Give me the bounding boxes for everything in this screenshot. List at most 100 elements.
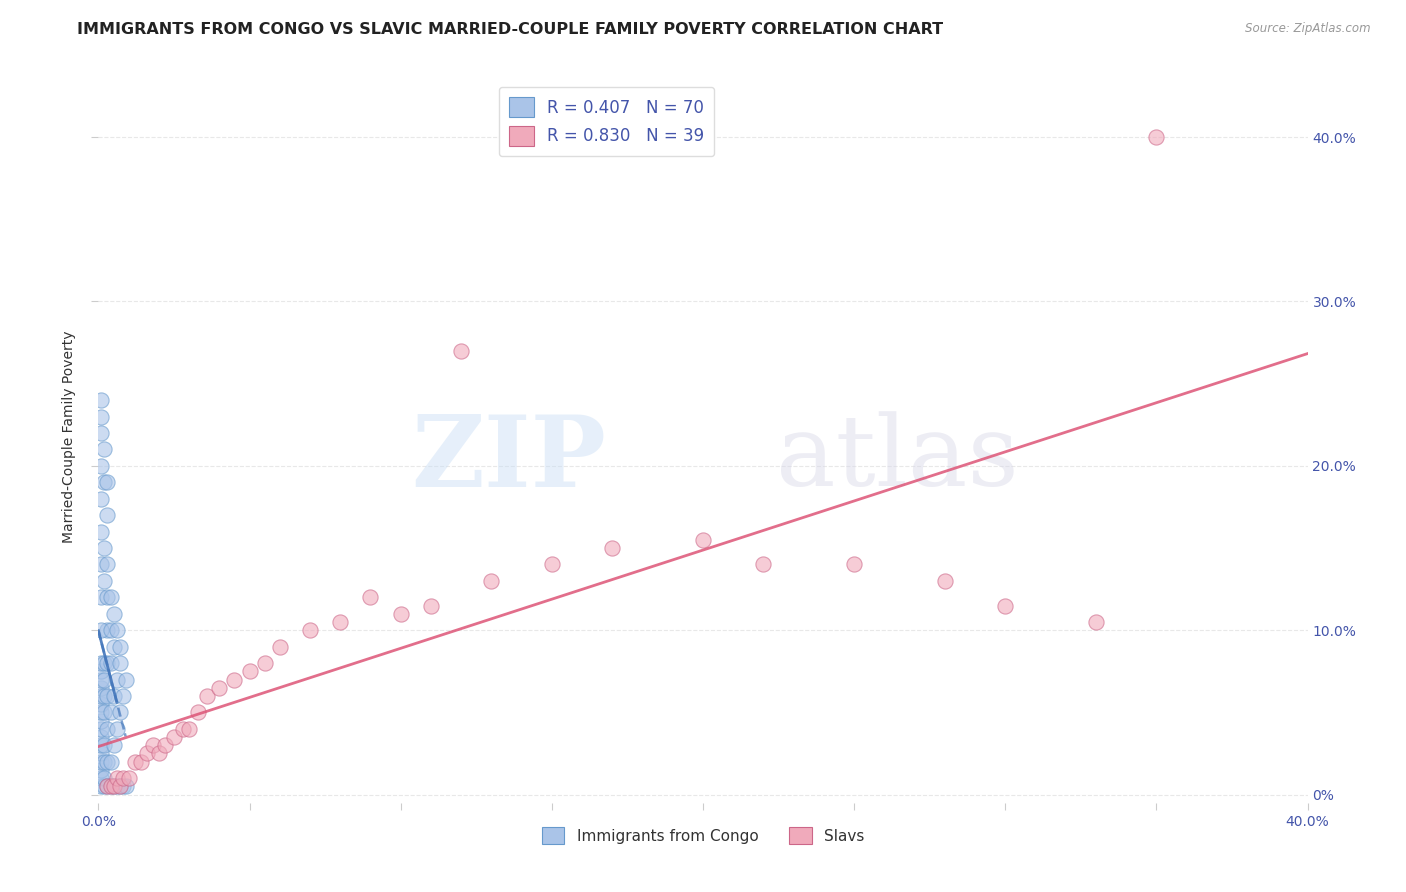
Point (844, 558, 866, 572)
Point (96, 780, 118, 794)
Point (224, 673, 246, 687)
Point (90, 624, 112, 638)
Point (93, 656, 115, 670)
Point (93, 706, 115, 720)
Point (90, 524, 112, 539)
Point (96, 656, 118, 670)
Text: Source: ZipAtlas.com: Source: ZipAtlas.com (1246, 22, 1371, 36)
Y-axis label: Married-Couple Family Poverty: Married-Couple Family Poverty (62, 331, 76, 543)
Point (934, 574, 956, 588)
Point (179, 722, 201, 736)
Point (329, 615, 352, 629)
Point (450, 343, 472, 358)
Point (752, 558, 775, 572)
Point (96, 689, 118, 703)
Point (93, 673, 115, 687)
Point (135, 747, 157, 761)
Point (93, 689, 115, 703)
Point (103, 607, 125, 621)
Point (172, 722, 194, 736)
Point (100, 755, 122, 769)
Point (239, 665, 262, 679)
Point (96, 780, 118, 794)
Point (481, 574, 503, 588)
Point (124, 755, 146, 769)
Point (108, 780, 131, 794)
Point (299, 624, 322, 638)
Point (90, 681, 112, 695)
Point (111, 689, 134, 703)
Point (105, 624, 128, 638)
Text: atlas: atlas (776, 411, 1018, 507)
Point (540, 558, 562, 572)
Point (602, 541, 624, 555)
Point (163, 730, 186, 744)
Point (187, 706, 209, 720)
Point (148, 747, 170, 761)
Point (103, 780, 125, 794)
Point (111, 771, 134, 785)
Point (90, 425, 112, 440)
Point (96, 755, 118, 769)
Point (90, 393, 112, 408)
Legend: Immigrants from Congo, Slavs: Immigrants from Congo, Slavs (536, 822, 870, 850)
Point (90, 730, 112, 744)
Point (96, 591, 118, 605)
Point (100, 706, 122, 720)
Point (103, 780, 125, 794)
Point (90, 689, 112, 703)
Point (90, 458, 112, 473)
Point (90, 409, 112, 424)
Point (100, 780, 122, 794)
Point (153, 739, 176, 753)
Point (93, 475, 115, 490)
Point (1144, 130, 1167, 145)
Point (96, 558, 118, 572)
Point (1085, 615, 1108, 629)
Text: ZIP: ZIP (412, 410, 606, 508)
Point (90, 771, 112, 785)
Point (100, 780, 122, 794)
Point (208, 681, 231, 695)
Point (90, 665, 112, 679)
Point (90, 714, 112, 728)
Point (96, 508, 118, 523)
Point (96, 624, 118, 638)
Point (90, 697, 112, 711)
Point (692, 533, 714, 547)
Point (105, 722, 128, 736)
Point (103, 739, 125, 753)
Point (90, 763, 112, 777)
Point (93, 541, 115, 555)
Point (100, 591, 122, 605)
Point (129, 755, 152, 769)
Point (93, 771, 115, 785)
Text: IMMIGRANTS FROM CONGO VS SLAVIC MARRIED-COUPLE FAMILY POVERTY CORRELATION CHART: IMMIGRANTS FROM CONGO VS SLAVIC MARRIED-… (77, 22, 943, 37)
Point (142, 739, 165, 753)
Point (103, 640, 125, 654)
Point (389, 607, 412, 621)
Point (90, 591, 112, 605)
Point (108, 640, 131, 654)
Point (90, 558, 112, 572)
Point (108, 706, 131, 720)
Point (90, 747, 112, 761)
Point (90, 673, 112, 687)
Point (253, 656, 276, 670)
Point (111, 780, 134, 794)
Point (93, 755, 115, 769)
Point (105, 780, 128, 794)
Point (103, 689, 125, 703)
Point (93, 780, 115, 794)
Point (90, 656, 112, 670)
Point (90, 722, 112, 736)
Point (269, 640, 291, 654)
Point (93, 574, 115, 588)
Point (114, 780, 136, 794)
Point (105, 771, 128, 785)
Point (420, 599, 443, 613)
Point (105, 673, 128, 687)
Point (93, 442, 115, 457)
Point (994, 599, 1017, 613)
Point (90, 706, 112, 720)
